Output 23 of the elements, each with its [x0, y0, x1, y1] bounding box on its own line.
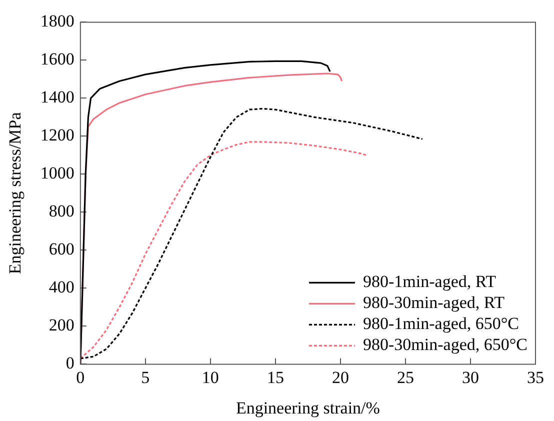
- y-axis-title: Engineering stress/MPa: [6, 112, 25, 274]
- y-tick-label: 600: [48, 240, 74, 259]
- y-tick-label: 1800: [40, 12, 74, 31]
- legend-label: 980-1min-aged, 650°C: [363, 314, 520, 334]
- x-tick-label: 30: [462, 368, 479, 387]
- x-axis-title: Engineering strain/%: [236, 398, 380, 418]
- x-tick-label: 5: [141, 368, 150, 387]
- x-tick-label: 10: [202, 368, 219, 387]
- y-tick-label: 1400: [40, 88, 74, 107]
- x-tick-label: 25: [396, 368, 414, 387]
- legend-label: 980-30min-aged, 650°C: [363, 335, 528, 354]
- x-tick-label: 20: [332, 368, 349, 387]
- y-tick-label: 1200: [40, 126, 74, 145]
- y-tick-label: 1000: [40, 164, 74, 183]
- x-tick-label: 15: [266, 368, 284, 387]
- y-tick-label: 0: [66, 354, 74, 373]
- x-tick-label: 35: [527, 368, 544, 387]
- y-tick-label: 1600: [40, 50, 74, 69]
- legend-label: 980-1min-aged, RT: [363, 272, 497, 292]
- y-tick-label: 400: [48, 278, 74, 297]
- legend-label: 980-30min-aged, RT: [363, 293, 506, 312]
- y-tick-label: 800: [48, 202, 74, 221]
- y-tick-label: 200: [48, 316, 74, 335]
